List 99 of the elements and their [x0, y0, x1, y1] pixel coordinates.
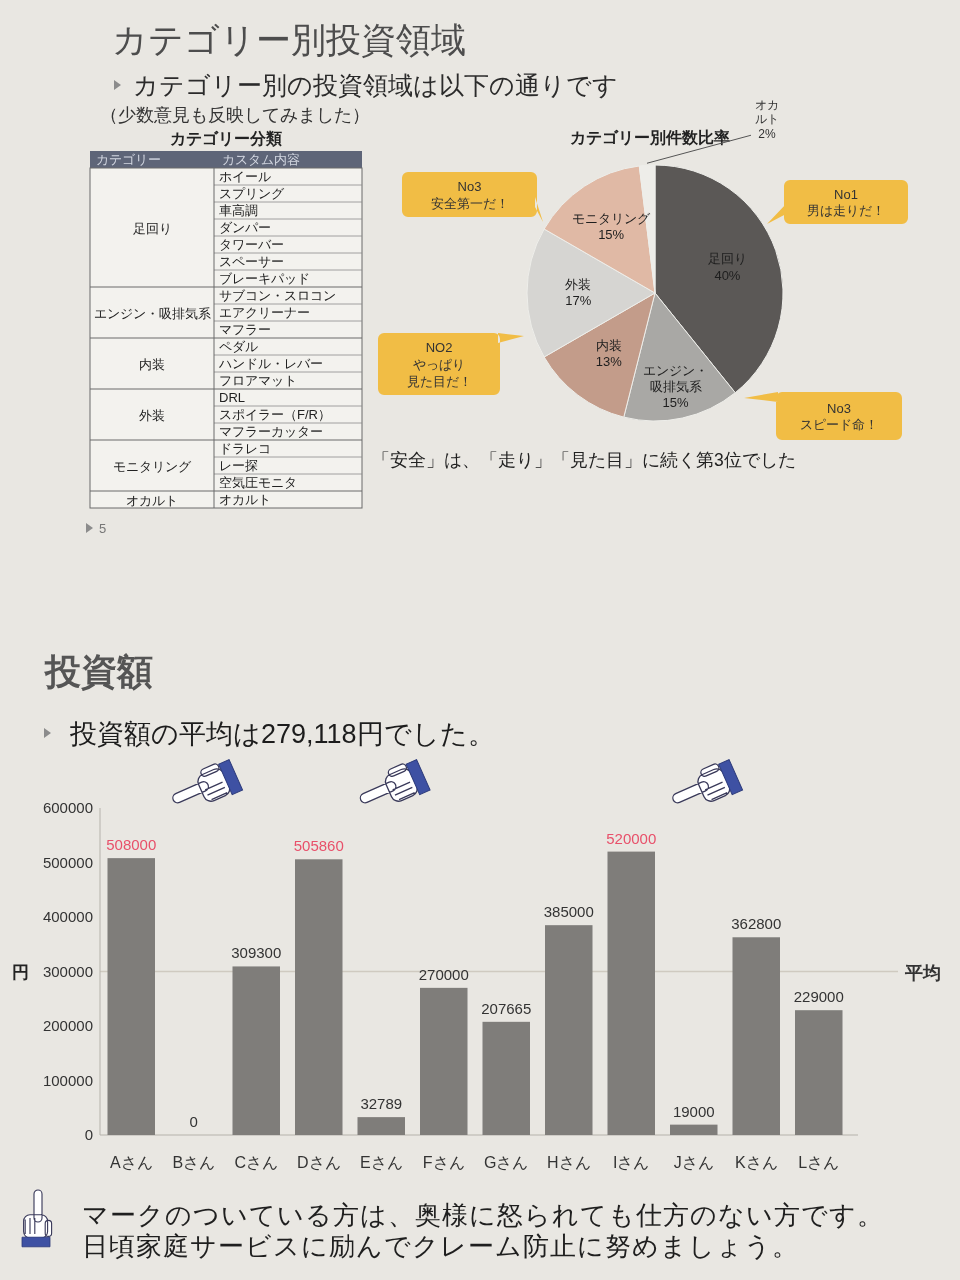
text: ブレーキパッド: [219, 271, 310, 286]
annotation: 508000: [106, 836, 157, 854]
x-tick-label: Eさん: [359, 1154, 403, 1171]
x-tick-label: Cさん: [234, 1154, 279, 1171]
bar: [732, 937, 780, 1135]
text: フロアマット: [219, 373, 297, 388]
chart-subtitle: 投資額の平均は279,118円でした。: [69, 719, 495, 749]
text: マークのついている方は、奥様に怒られても仕方のない方です。: [82, 1200, 884, 1230]
text: タワーバー: [219, 237, 284, 252]
y-tick-label: 300000: [42, 962, 93, 980]
y-tick-label: 600000: [42, 799, 93, 816]
bar: [107, 858, 155, 1135]
data-label: 0: [189, 1113, 198, 1130]
text: 「安全」は、「走り」「見た目」に続く第3位でした: [372, 450, 796, 470]
text: レー探: [219, 458, 258, 473]
x-tick-label: Bさん: [172, 1154, 216, 1171]
slice-label: 足回り: [707, 251, 747, 267]
text: 空気圧モニタ: [219, 475, 297, 490]
data-label: 2%: [758, 126, 776, 141]
annotation: 505860: [293, 837, 344, 855]
text: ドラレコ: [219, 441, 271, 456]
y-tick-label: 400000: [42, 908, 93, 925]
data-label: 207665: [481, 999, 532, 1017]
data-label: 229000: [793, 988, 844, 1006]
text: 日頃家庭サービスに励んでクレーム防止に努めましょう。: [82, 1231, 799, 1261]
y-axis-title: 円: [11, 962, 29, 982]
bar: [482, 1021, 530, 1135]
text: No3 安全第一だ！: [430, 179, 509, 211]
text: No3 スピード命！: [800, 400, 878, 433]
y-tick-label: 200000: [42, 1017, 93, 1034]
text: カテゴリー: [96, 152, 161, 167]
text: 足回り: [132, 220, 172, 236]
bar: [420, 987, 468, 1135]
text: オカルト: [126, 492, 178, 508]
bar: [357, 1117, 405, 1135]
text: ホイール: [219, 169, 271, 184]
slice-label: モニタリング: [572, 210, 652, 226]
bar: [607, 851, 655, 1135]
x-tick-label: Aさん: [109, 1154, 153, 1171]
slice-label: エンジン・吸排気系: [643, 362, 709, 394]
data-label: 270000: [418, 965, 469, 983]
data-label: 385000: [543, 903, 594, 921]
text: スプリング: [219, 186, 285, 201]
text: モニタリング: [113, 458, 192, 474]
bar: [232, 966, 280, 1135]
bar: [295, 859, 343, 1135]
text: 5: [99, 521, 107, 536]
bar: [670, 1124, 718, 1136]
text: サブコン・スロコン: [219, 288, 336, 303]
text: エンジン・吸排気系: [93, 305, 211, 321]
text: カテゴリー分類: [170, 130, 282, 148]
text: カテゴリー別の投資領域は以下の通りです: [133, 71, 618, 99]
text: （少数意見も反映してみました）: [100, 105, 370, 125]
annotation: 520000: [606, 829, 657, 847]
bar: [545, 925, 593, 1135]
data-label: 40%: [714, 267, 741, 283]
x-tick-label: Jさん: [673, 1154, 714, 1171]
data-label: 309300: [231, 944, 282, 962]
x-tick-label: Lさん: [798, 1154, 840, 1171]
text: No1 男は走りだ！: [807, 186, 885, 219]
data-label: 15%: [662, 395, 689, 411]
y-tick-label: 0: [84, 1126, 93, 1143]
chart-title: 投資額: [43, 652, 153, 692]
ref-line-label: 平均: [904, 962, 941, 983]
data-label: 13%: [595, 354, 623, 370]
data-label: 17%: [565, 293, 592, 309]
x-tick-label: Kさん: [734, 1154, 778, 1171]
text: エアクリーナー: [219, 305, 310, 320]
text: カテゴリー別件数比率: [570, 128, 730, 146]
text: マフラー: [219, 322, 271, 337]
text: 内装: [139, 356, 165, 372]
text: ペダル: [219, 339, 258, 354]
data-label: 15%: [598, 226, 625, 242]
bar: [795, 1010, 843, 1136]
text: スポイラー（F/R）: [219, 407, 331, 422]
x-tick-label: Iさん: [613, 1154, 650, 1171]
text: スペーサー: [219, 254, 284, 269]
text: 外装: [139, 407, 165, 423]
text: 車高調: [219, 203, 258, 218]
text: DRL: [219, 390, 246, 405]
text: ダンパー: [219, 220, 271, 235]
text: カテゴリー別投資領域: [112, 21, 466, 60]
x-tick-label: Gさん: [484, 1154, 529, 1171]
text: ハンドル・レバー: [218, 356, 323, 371]
x-tick-label: Fさん: [422, 1154, 465, 1171]
text: NO2 やっぱり見た目だ！: [406, 340, 472, 389]
text: カスタム内容: [222, 152, 300, 167]
text: オカルト: [219, 492, 271, 507]
data-label: 362800: [731, 915, 782, 933]
data-label: 32789: [360, 1095, 403, 1113]
data-label: 19000: [672, 1102, 715, 1120]
slice-label: オカルト: [755, 97, 779, 127]
text: マフラーカッター: [219, 424, 323, 439]
slice-label: 外装: [565, 276, 592, 292]
slice-label: 内装: [595, 338, 622, 354]
y-tick-label: 100000: [42, 1071, 93, 1089]
y-tick-label: 500000: [42, 853, 93, 871]
x-tick-label: Hさん: [546, 1154, 591, 1171]
x-tick-label: Dさん: [296, 1154, 341, 1171]
